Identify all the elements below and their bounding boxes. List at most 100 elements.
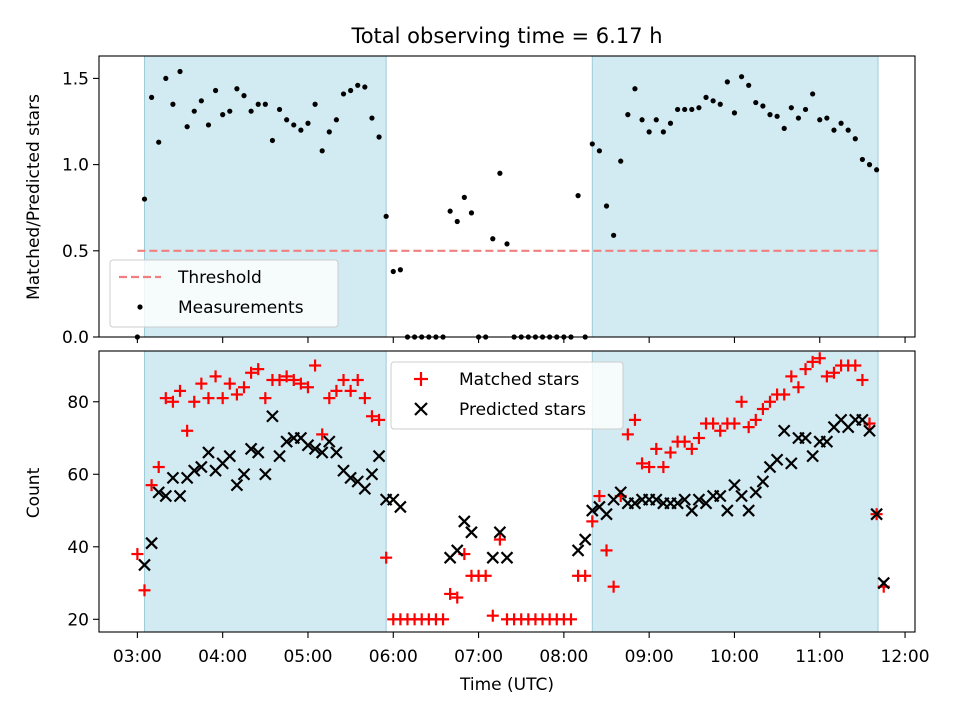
- measurement-point: [454, 218, 460, 225]
- matched-star-point: [806, 355, 819, 368]
- matched-star-point: [323, 392, 336, 405]
- measurement-point: [589, 141, 595, 147]
- measurement-point: [760, 103, 766, 109]
- measurement-point: [362, 84, 368, 90]
- ratio-legend: Threshold Measurements: [109, 259, 339, 328]
- measurement-point: [724, 79, 730, 85]
- matched-star-point: [181, 424, 194, 437]
- matched-legend-label: Matched stars: [459, 370, 579, 390]
- x-tick-label: 04:00: [198, 647, 247, 667]
- measurement-point: [333, 117, 340, 123]
- x-tick-label: 09:00: [625, 647, 674, 667]
- measurement-point: [817, 117, 823, 123]
- matched-star-point: [230, 388, 243, 401]
- measurement-point: [674, 106, 681, 113]
- measurement-point: [596, 148, 603, 154]
- matched-star-point: [643, 461, 656, 474]
- predicted-star-point: [195, 460, 208, 474]
- measurement-point: [667, 120, 674, 126]
- predicted-star-point: [799, 431, 812, 445]
- predicted-star-point: [770, 453, 784, 467]
- measurement-point: [717, 101, 723, 107]
- predicted-star-point: [671, 497, 684, 510]
- count-markers: [131, 352, 891, 626]
- predicted-star-point: [728, 478, 741, 492]
- x-tick-label: 03:00: [113, 647, 162, 667]
- matched-star-point: [301, 381, 314, 394]
- predicted-star-point: [315, 446, 329, 459]
- measurement-point: [852, 136, 858, 142]
- predicted-star-point: [628, 497, 642, 510]
- x-tick-label: 11:00: [795, 647, 844, 667]
- predicted-star-point: [571, 544, 585, 557]
- measurement-point: [788, 105, 794, 111]
- measurement-point: [284, 117, 290, 123]
- matched-star-point: [252, 363, 265, 376]
- matched-star-point: [337, 374, 350, 387]
- predicted-star-point: [358, 482, 372, 496]
- matched-star-point: [145, 479, 158, 492]
- predicted-star-point: [777, 424, 791, 438]
- predicted-star-point: [685, 504, 699, 517]
- observing-window: [592, 56, 879, 337]
- matched-star-point: [735, 395, 748, 408]
- matched-star-point: [159, 392, 172, 405]
- matched-star-point: [792, 381, 805, 394]
- y-tick-label: 0.0: [62, 328, 89, 348]
- predicted-star-point: [145, 536, 158, 550]
- threshold-legend-label: Threshold: [177, 268, 262, 288]
- matched-star-point: [749, 413, 762, 426]
- predicted-star-point: [266, 409, 279, 423]
- predicted-star-point: [166, 471, 180, 485]
- measurement-point: [738, 74, 745, 80]
- ratio-panel: 0.0 0.5 1.0 1.5 Matched/Predicted stars Thr…: [24, 55, 916, 348]
- matched-star-point: [330, 384, 343, 397]
- predicted-star-point: [735, 489, 748, 503]
- matched-star-point: [358, 392, 371, 405]
- measurement-point: [291, 122, 297, 128]
- measurement-point: [255, 101, 261, 107]
- measurement-point: [241, 93, 247, 99]
- ratio-legend-box: [109, 259, 339, 328]
- y-tick-label: 60: [67, 465, 89, 485]
- measurement-point: [262, 101, 268, 107]
- matched-star-point: [650, 442, 663, 455]
- matched-star-point: [607, 580, 620, 593]
- matched-star-point: [678, 435, 691, 448]
- measurement-point: [632, 86, 638, 92]
- matched-star-point: [316, 428, 329, 441]
- observing-window: [592, 351, 879, 632]
- matched-star-point: [685, 442, 698, 455]
- measurement-point: [646, 129, 652, 135]
- measurement-point: [220, 112, 226, 118]
- predicted-star-point: [301, 438, 315, 452]
- matched-star-point: [621, 428, 634, 441]
- predicted-star-point: [308, 442, 322, 456]
- matched-star-point: [188, 395, 201, 408]
- matched-star-point: [380, 551, 393, 564]
- predicted-star-point: [237, 467, 251, 481]
- predicted-star-point: [742, 504, 755, 517]
- predicted-star-point: [486, 551, 500, 564]
- matched-star-point: [202, 392, 215, 405]
- measurement-point: [859, 156, 866, 163]
- matched-star-point: [827, 366, 840, 379]
- matched-star-point: [763, 395, 776, 408]
- measurement-point: [703, 94, 709, 100]
- ratio-shaded-windows: [143, 56, 879, 337]
- predicted-star-point: [692, 493, 706, 506]
- matched-star-point: [451, 591, 464, 604]
- plot-frame: [98, 55, 916, 338]
- measurement-point: [184, 124, 190, 130]
- predicted-star-point: [500, 551, 514, 564]
- matched-star-point: [628, 413, 641, 426]
- measurement-point: [639, 117, 645, 123]
- predicted-star-point: [578, 533, 592, 546]
- predicted-legend-label: Predicted stars: [459, 400, 586, 420]
- y-tick-label: 1.5: [62, 69, 89, 89]
- predicted-star-point: [244, 442, 258, 456]
- measurement-point: [468, 210, 475, 216]
- matched-star-point: [813, 352, 826, 365]
- measurement-point: [340, 91, 347, 97]
- predicted-star-point: [493, 526, 507, 539]
